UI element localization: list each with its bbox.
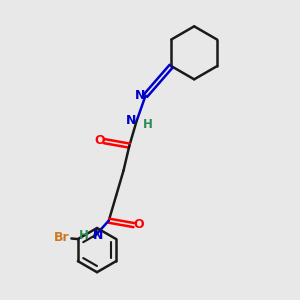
Text: H: H	[79, 229, 89, 242]
Text: O: O	[133, 218, 143, 231]
Text: N: N	[93, 229, 104, 242]
Text: O: O	[94, 134, 105, 147]
Text: Br: Br	[54, 231, 70, 244]
Text: N: N	[126, 114, 136, 127]
Text: N: N	[135, 89, 146, 102]
Text: H: H	[143, 118, 153, 131]
